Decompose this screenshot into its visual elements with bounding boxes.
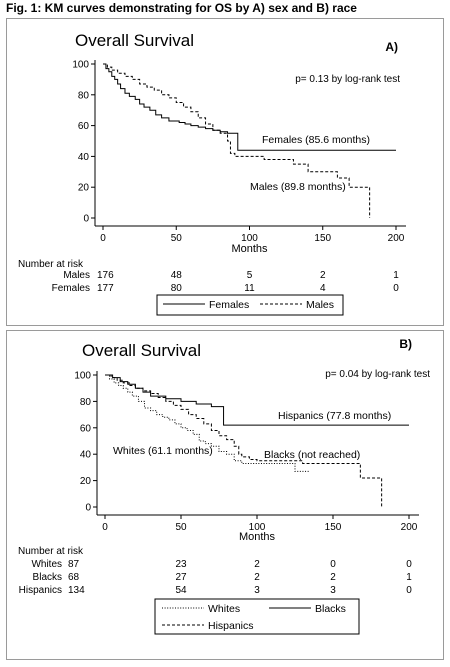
panel-b-risk-value: 68 bbox=[68, 572, 80, 583]
panel-b-risk-value: 0 bbox=[406, 559, 412, 570]
panel-b-curve-label-blacks: Blacks (not reached) bbox=[264, 449, 360, 461]
panel-b-risk-value: 3 bbox=[330, 585, 336, 596]
panel-b-curve-label-whites: Whites (61.1 months) bbox=[113, 445, 213, 457]
panel-a-risk-value: 0 bbox=[393, 283, 399, 294]
panel-b-risk-value: 27 bbox=[175, 572, 187, 583]
panel-b-risk-value: 0 bbox=[406, 585, 412, 596]
panel-b-curve-blacks bbox=[105, 374, 409, 426]
panel-b-y-tick-label: 80 bbox=[80, 397, 92, 408]
panel-b-y-tick-label: 100 bbox=[74, 371, 91, 382]
panel-b-frame bbox=[6, 330, 444, 660]
panel-a-y-tick-label: 100 bbox=[72, 60, 89, 71]
panel-a-x-tick-label: 100 bbox=[241, 233, 258, 244]
panel-a-x-tick-label: 200 bbox=[388, 233, 405, 244]
panel-b-x-axis-label: Months bbox=[239, 531, 276, 543]
panel-b-risk-value: 23 bbox=[175, 559, 187, 570]
panel-a-risk-value: 1 bbox=[393, 270, 399, 281]
panel-a-x-axis-label: Months bbox=[231, 243, 268, 255]
panel-b-pvalue: p= 0.04 by log-rank test bbox=[325, 369, 430, 380]
panel-a-curve-label-females: Females (85.6 months) bbox=[262, 134, 370, 146]
panel-b-x-tick-label: 200 bbox=[401, 522, 418, 533]
panel-a-y-tick-label: 60 bbox=[78, 121, 90, 132]
panel-b-risk-row-label: Blacks bbox=[33, 572, 62, 583]
panel-a-legend-label-males: Males bbox=[306, 299, 334, 311]
panel-a-risk-value: 177 bbox=[97, 283, 114, 294]
panel-a-x-tick-label: 50 bbox=[171, 233, 183, 244]
panel-a-title: Overall Survival bbox=[75, 31, 194, 50]
panel-b-y-tick-label: 60 bbox=[80, 423, 92, 434]
panel-b-legend-label-hispanics: Hispanics bbox=[208, 620, 254, 632]
panel-b-risk-row-label: Whites bbox=[31, 559, 62, 570]
panel-b-risk-value: 0 bbox=[330, 559, 336, 570]
panel-b-title: Overall Survival bbox=[82, 341, 201, 360]
panel-b-x-tick-label: 100 bbox=[249, 522, 266, 533]
panel-b-y-tick-label: 40 bbox=[80, 450, 92, 461]
panel-a-risk-value: 5 bbox=[247, 270, 253, 281]
panel-a-risk-value: 80 bbox=[171, 283, 183, 294]
panel-a-curve-males bbox=[103, 63, 371, 218]
panel-b-x-tick-label: 50 bbox=[175, 522, 187, 533]
panel-b-legend-label-whites: Whites bbox=[208, 603, 240, 615]
panel-a-risk-row-label: Males bbox=[63, 270, 90, 281]
panel-a-y-tick-label: 20 bbox=[78, 183, 90, 194]
panel-a-y-tick-label: 0 bbox=[83, 214, 89, 225]
panel-a-risk-value: 2 bbox=[320, 270, 326, 281]
panel-a-curve-label-males: Males (89.8 months) bbox=[250, 181, 346, 193]
panel-b-legend-box bbox=[154, 598, 360, 635]
panel-a-risk-value: 176 bbox=[97, 270, 114, 281]
panel-b-risk-row-label: Hispanics bbox=[19, 585, 62, 596]
panel-b-risk-value: 54 bbox=[175, 585, 187, 596]
panel-b-y-tick-label: 0 bbox=[85, 503, 91, 514]
panel-b-curve-label-hispanics: Hispanics (77.8 months) bbox=[278, 410, 391, 422]
panel-a-risk-row-label: Females bbox=[52, 283, 90, 294]
panel-b-legend-label-blacks: Blacks bbox=[315, 603, 346, 615]
panel-b-label: B) bbox=[399, 337, 412, 351]
panel-b-risk-value: 2 bbox=[330, 572, 336, 583]
panel-b-risk-value: 87 bbox=[68, 559, 80, 570]
panel-a-y-tick-label: 40 bbox=[78, 152, 90, 163]
panel-a-risk-header: Number at risk bbox=[18, 259, 84, 270]
panel-b-risk-value: 1 bbox=[406, 572, 412, 583]
panel-a-label: A) bbox=[385, 40, 398, 54]
panel-b-risk-header: Number at risk bbox=[18, 546, 84, 557]
panel-a-x-tick-label: 150 bbox=[314, 233, 331, 244]
panel-b-x-tick-label: 0 bbox=[102, 522, 108, 533]
panel-b-risk-value: 3 bbox=[254, 585, 260, 596]
panel-b-y-tick-label: 20 bbox=[80, 476, 92, 487]
panel-b-risk-value: 2 bbox=[254, 572, 260, 583]
panel-a-risk-value: 11 bbox=[244, 283, 255, 294]
panel-a-legend-box bbox=[156, 294, 344, 316]
panel-b-curve-hispanics bbox=[105, 374, 383, 507]
panel-b-risk-value: 134 bbox=[68, 585, 85, 596]
figure-title: Fig. 1: KM curves demonstrating for OS b… bbox=[6, 1, 357, 15]
panel-b-risk-value: 2 bbox=[254, 559, 260, 570]
panel-a-risk-value: 48 bbox=[171, 270, 183, 281]
panel-a-risk-value: 4 bbox=[320, 283, 326, 294]
panel-a-x-tick-label: 0 bbox=[100, 233, 106, 244]
panel-b-x-tick-label: 150 bbox=[325, 522, 342, 533]
panel-a-y-tick-label: 80 bbox=[78, 90, 90, 101]
panel-a-frame bbox=[6, 18, 444, 326]
panel-b-curve-whites bbox=[105, 374, 311, 472]
panel-a-legend-label-females: Females bbox=[209, 299, 249, 311]
panel-a-pvalue: p= 0.13 by log-rank test bbox=[295, 74, 400, 85]
